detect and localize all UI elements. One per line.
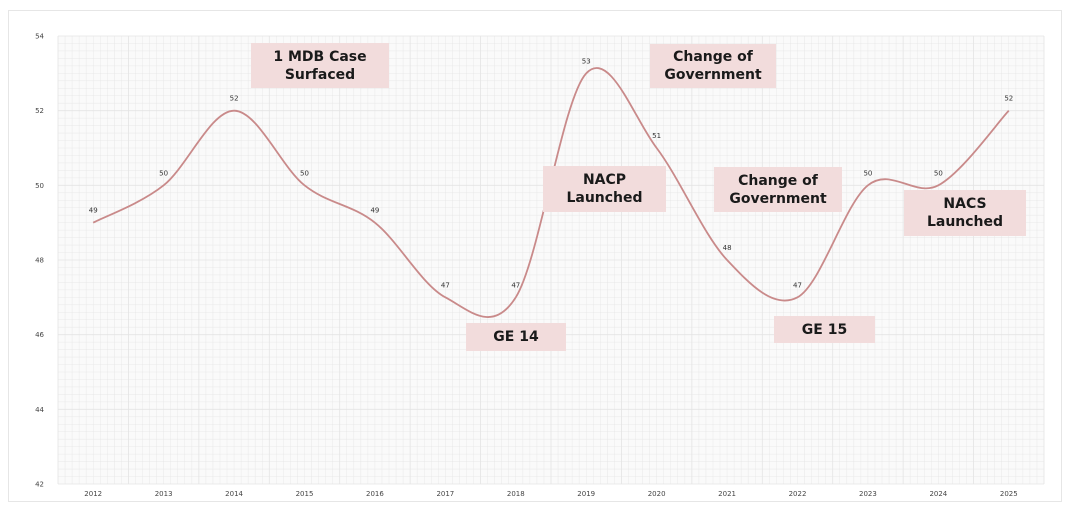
x-tick-label: 2017 — [436, 490, 454, 498]
data-label: 53 — [582, 57, 591, 65]
annotation-ge14: GE 14 — [466, 323, 566, 351]
data-label: 50 — [934, 169, 943, 177]
x-tick-label: 2013 — [155, 490, 173, 498]
data-label: 47 — [441, 281, 450, 289]
data-label: 47 — [511, 281, 520, 289]
y-tick-label: 48 — [35, 257, 44, 265]
y-tick-label: 46 — [35, 331, 44, 339]
data-label: 51 — [652, 132, 661, 140]
data-label: 50 — [863, 169, 872, 177]
series-line — [92, 67, 1010, 318]
annotation-change-gov-1: Change of Government — [650, 44, 776, 88]
x-tick-label: 2012 — [84, 490, 102, 498]
x-tick-label: 2022 — [789, 490, 807, 498]
data-label: 50 — [300, 169, 309, 177]
data-label: 47 — [793, 281, 802, 289]
data-label: 50 — [159, 169, 168, 177]
annotation-nacs: NACS Launched — [904, 190, 1026, 236]
x-tick-label: 2014 — [225, 490, 243, 498]
x-tick-label: 2016 — [366, 490, 384, 498]
x-tick-label: 2021 — [718, 490, 736, 498]
data-label: 52 — [230, 95, 239, 103]
data-label: 52 — [1004, 95, 1013, 103]
annotation-ge15: GE 15 — [774, 316, 875, 343]
y-tick-label: 54 — [35, 33, 44, 41]
x-tick-label: 2023 — [859, 490, 877, 498]
y-tick-label: 52 — [35, 107, 44, 115]
annotation-change-gov-2: Change of Government — [714, 167, 842, 212]
x-tick-label: 2019 — [577, 490, 595, 498]
y-tick-label: 50 — [35, 182, 44, 190]
x-tick-label: 2018 — [507, 490, 525, 498]
data-label: 49 — [370, 207, 379, 215]
data-label: 49 — [89, 207, 98, 215]
y-tick-label: 42 — [35, 481, 44, 489]
x-tick-label: 2024 — [929, 490, 947, 498]
x-tick-label: 2020 — [648, 490, 666, 498]
annotation-nacp: NACP Launched — [543, 166, 666, 212]
x-tick-label: 2025 — [1000, 490, 1018, 498]
annotation-1mdb: 1 MDB Case Surfaced — [251, 43, 389, 88]
y-tick-label: 44 — [35, 406, 44, 414]
data-label: 48 — [723, 244, 732, 252]
x-tick-label: 2015 — [296, 490, 314, 498]
